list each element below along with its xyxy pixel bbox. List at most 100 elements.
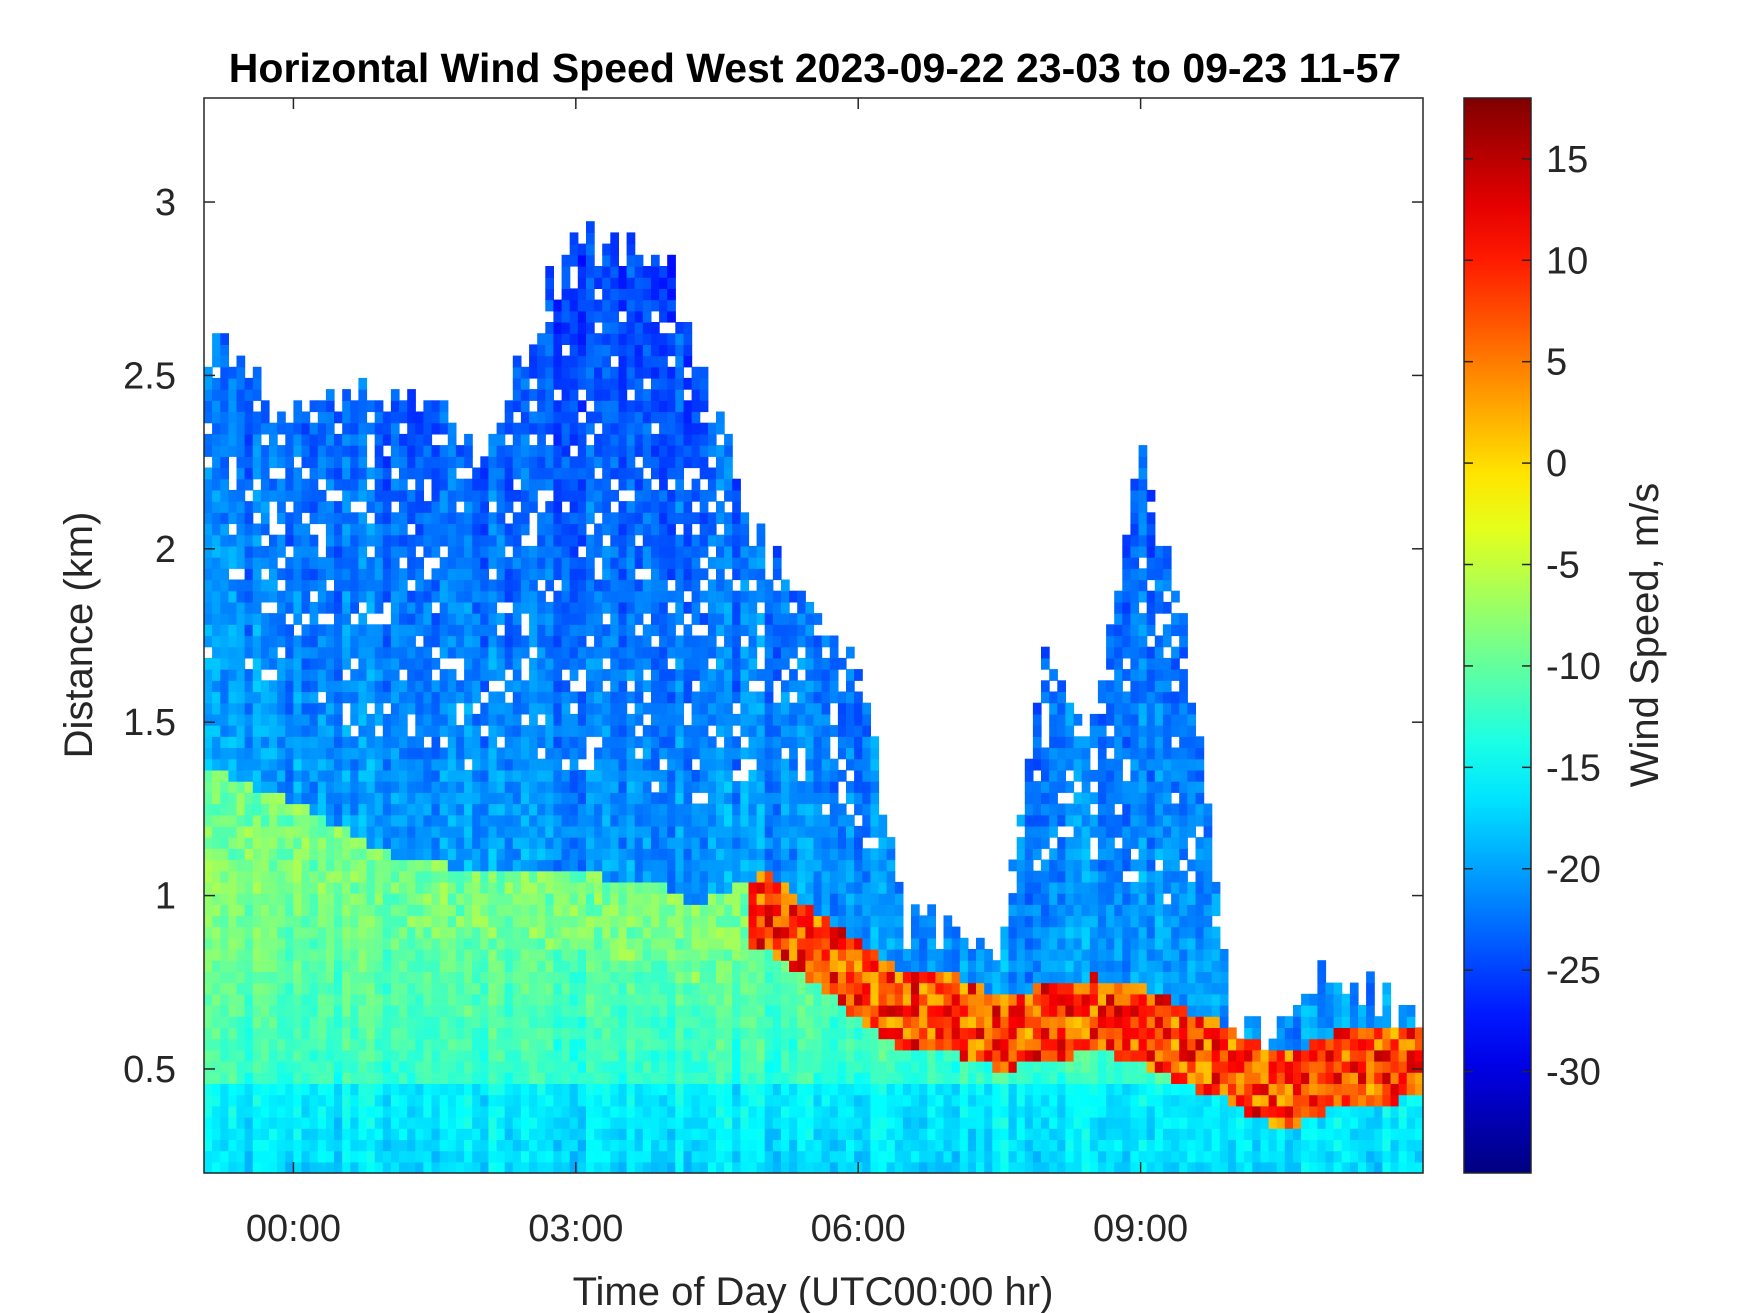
heatmap-cell: [691, 736, 701, 749]
heatmap-cell: [512, 1061, 522, 1073]
heatmap-cell: [317, 960, 327, 972]
heatmap-cell: [529, 635, 538, 648]
heatmap-cell: [325, 512, 335, 525]
heatmap-cell: [472, 758, 481, 771]
heatmap-cell: [269, 1094, 278, 1107]
heatmap-cell: [659, 545, 668, 558]
heatmap-cell: [415, 1016, 424, 1028]
heatmap-cell: [789, 1038, 798, 1051]
heatmap-cell: [659, 333, 668, 345]
heatmap-cell: [529, 993, 538, 1006]
heatmap-cell: [764, 803, 774, 816]
heatmap-cell: [740, 557, 750, 569]
heatmap-cell: [350, 467, 359, 480]
heatmap-cell: [228, 433, 238, 446]
heatmap-cell: [618, 456, 628, 469]
heatmap-cell: [537, 1005, 546, 1017]
heatmap-cell: [204, 803, 213, 816]
heatmap-cell: [740, 512, 750, 525]
heatmap-cell: [626, 254, 636, 267]
heatmap-cell: [382, 1139, 392, 1152]
heatmap-cell: [691, 422, 701, 435]
heatmap-cell: [212, 814, 221, 827]
heatmap-cell: [626, 1038, 636, 1051]
heatmap-cell: [399, 870, 408, 883]
heatmap-cell: [667, 277, 676, 289]
heatmap-cell: [772, 1083, 782, 1096]
heatmap-cell: [252, 1150, 262, 1163]
heatmap-cell: [431, 803, 441, 816]
heatmap-cell: [594, 299, 603, 312]
heatmap-cell: [350, 713, 359, 726]
heatmap-cell: [244, 1027, 254, 1040]
heatmap-cell: [642, 299, 652, 312]
heatmap-cell: [577, 478, 587, 491]
heatmap-cell: [415, 1072, 424, 1084]
heatmap-cell: [667, 669, 676, 681]
heatmap-cell: [212, 478, 221, 491]
heatmap-cell: [374, 870, 384, 883]
heatmap-cell: [520, 881, 530, 894]
heatmap-cell: [325, 433, 335, 446]
heatmap-cell: [423, 915, 433, 928]
heatmap-cell: [512, 949, 522, 961]
heatmap-cell: [618, 590, 628, 603]
heatmap-cell: [236, 993, 246, 1006]
heatmap-cell: [569, 1117, 579, 1129]
heatmap-cell: [594, 792, 603, 805]
heatmap-cell: [260, 545, 270, 558]
heatmap-cell: [667, 445, 676, 457]
heatmap-cell: [577, 825, 587, 838]
heatmap-cell: [252, 881, 262, 894]
heatmap-cell: [325, 568, 335, 581]
heatmap-cell: [602, 545, 611, 558]
heatmap-cell: [407, 1094, 416, 1107]
heatmap-cell: [634, 814, 644, 827]
heatmap-cell: [594, 1083, 603, 1096]
heatmap-cell: [480, 993, 489, 1006]
heatmap-cell: [659, 534, 668, 547]
heatmap-cell: [569, 243, 579, 256]
heatmap-cell: [740, 904, 750, 917]
heatmap-cell: [553, 512, 563, 525]
heatmap-cell: [732, 747, 741, 760]
heatmap-cell: [431, 523, 441, 536]
heatmap-cell: [309, 579, 319, 592]
heatmap-cell: [423, 433, 433, 446]
heatmap-cell: [204, 568, 213, 581]
heatmap-cell: [423, 893, 433, 905]
heatmap-cell: [764, 1016, 774, 1028]
heatmap-cell: [569, 1038, 579, 1051]
heatmap-cell: [358, 937, 368, 950]
heatmap-cell: [204, 669, 213, 681]
heatmap-cell: [374, 1094, 384, 1107]
heatmap-cell: [431, 422, 441, 435]
heatmap-cell: [781, 781, 790, 793]
heatmap-cell: [577, 881, 587, 894]
heatmap-cell: [740, 993, 750, 1006]
heatmap-cell: [659, 523, 668, 536]
heatmap-cell: [244, 1150, 254, 1163]
heatmap-cell: [764, 1049, 774, 1062]
heatmap-cell: [586, 669, 595, 681]
heatmap-cell: [464, 1016, 473, 1028]
heatmap-cell: [537, 971, 546, 984]
heatmap-cell: [228, 635, 238, 648]
heatmap-cell: [220, 736, 229, 749]
heatmap-cell: [423, 713, 433, 726]
heatmap-cell: [675, 445, 684, 457]
heatmap-cell: [334, 747, 343, 760]
heatmap-cell: [707, 848, 717, 861]
heatmap-cell: [212, 848, 221, 861]
heatmap-cell: [683, 680, 693, 693]
heatmap-cell: [512, 859, 522, 872]
heatmap-cell: [529, 1161, 538, 1174]
heatmap-cell: [577, 1072, 587, 1084]
heatmap-cell: [244, 433, 254, 446]
heatmap-cell: [586, 1083, 595, 1096]
heatmap-cell: [594, 646, 603, 659]
heatmap-cell: [626, 769, 636, 782]
heatmap-cell: [455, 758, 465, 771]
heatmap-cell: [236, 949, 246, 961]
heatmap-cell: [594, 1105, 603, 1118]
